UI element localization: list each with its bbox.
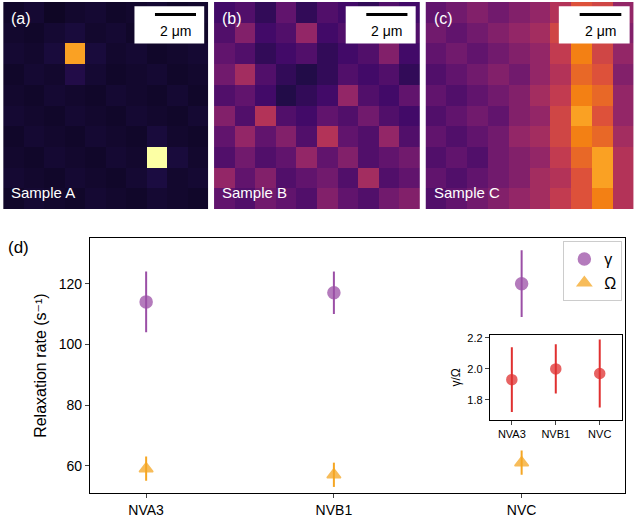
svg-text:Relaxation rate (s⁻¹): Relaxation rate (s⁻¹)	[32, 293, 49, 438]
svg-text:(b): (b)	[222, 10, 242, 27]
svg-text:Ω: Ω	[604, 275, 616, 292]
svg-text:NVB1: NVB1	[316, 502, 353, 518]
svg-text:NVC: NVC	[507, 502, 537, 518]
svg-text:(d): (d)	[8, 238, 29, 257]
svg-text:120: 120	[59, 276, 83, 292]
svg-text:2.2: 2.2	[467, 332, 482, 344]
svg-text:(a): (a)	[11, 10, 31, 27]
svg-text:NVA3: NVA3	[128, 502, 164, 518]
svg-text:100: 100	[59, 336, 83, 352]
svg-text:60: 60	[66, 458, 82, 474]
svg-text:Sample B: Sample B	[222, 184, 287, 201]
svg-text:1.8: 1.8	[467, 394, 482, 406]
svg-text:2 μm: 2 μm	[585, 23, 616, 39]
svg-text:γ/Ω: γ/Ω	[449, 368, 463, 386]
svg-text:2 μm: 2 μm	[160, 23, 191, 39]
svg-text:γ: γ	[604, 251, 612, 268]
svg-text:Sample C: Sample C	[434, 184, 500, 201]
svg-text:2 μm: 2 μm	[371, 23, 402, 39]
svg-text:Sample A: Sample A	[11, 184, 75, 201]
svg-text:2.0: 2.0	[467, 363, 482, 375]
svg-text:NVC: NVC	[588, 428, 611, 440]
svg-text:(c): (c)	[434, 10, 453, 27]
svg-text:80: 80	[66, 397, 82, 413]
svg-text:NVB1: NVB1	[541, 428, 570, 440]
svg-text:NVA3: NVA3	[498, 428, 526, 440]
